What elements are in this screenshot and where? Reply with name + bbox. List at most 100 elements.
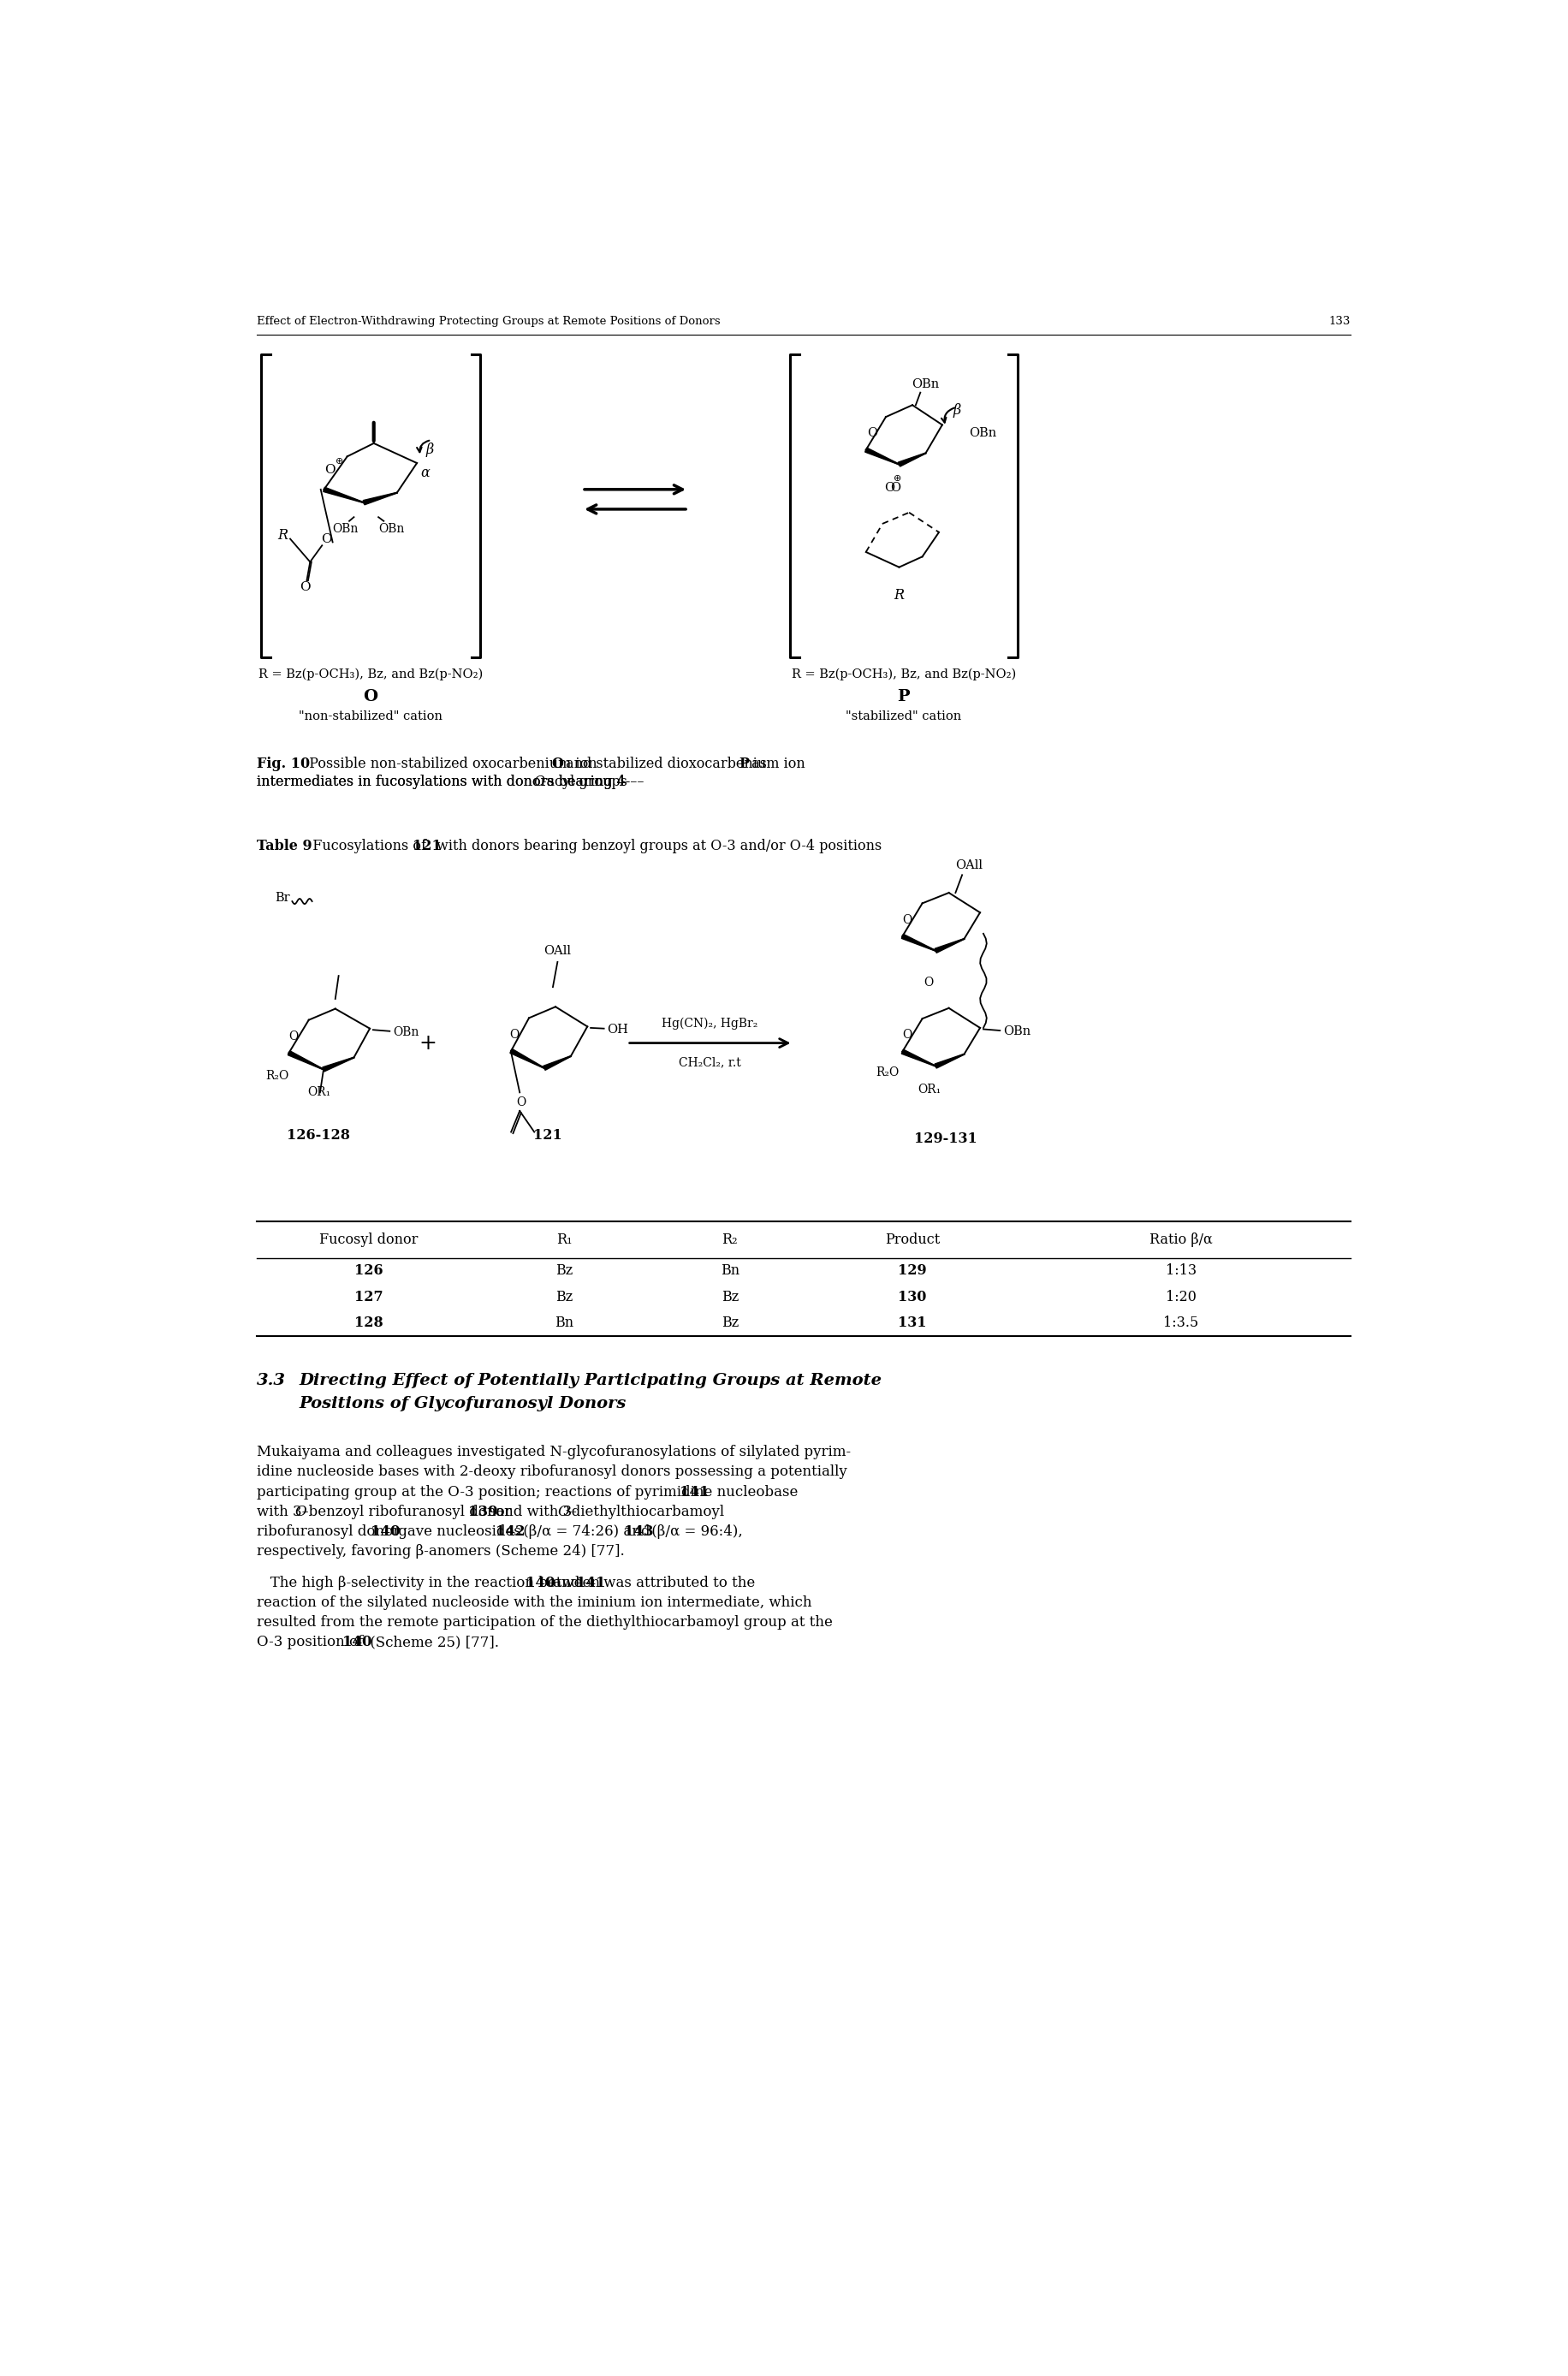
Polygon shape [323,1057,354,1072]
Text: O: O [321,532,332,544]
Text: O: O [924,977,935,988]
Text: OBn: OBn [394,1026,419,1038]
Text: 129-131: 129-131 [914,1131,977,1145]
Text: The high β-selectivity in the reaction between: The high β-selectivity in the reaction b… [256,1575,604,1590]
Text: R = Bz(p-OCH₃), Bz, and Bz(p-NO₂): R = Bz(p-OCH₃), Bz, and Bz(p-NO₂) [792,668,1016,680]
Text: ribofuranosyl donor: ribofuranosyl donor [256,1523,405,1540]
Text: P: P [897,689,909,706]
Text: β: β [953,404,961,418]
Text: and stabilized dioxocarbenium ion: and stabilized dioxocarbenium ion [561,756,809,770]
Text: OR₁: OR₁ [917,1083,941,1095]
Text: Effect of Electron-Withdrawing Protecting Groups at Remote Positions of Donors: Effect of Electron-Withdrawing Protectin… [256,316,720,328]
Text: 128: 128 [354,1316,383,1331]
Text: OBn: OBn [969,428,996,440]
Polygon shape [902,934,936,950]
Text: 3.3: 3.3 [256,1373,285,1388]
Text: O: O [891,482,902,494]
Text: 1:13: 1:13 [1165,1264,1196,1278]
Text: OAll: OAll [544,946,571,958]
Text: O: O [295,1504,307,1518]
Text: Bz: Bz [555,1264,572,1278]
Text: OBn: OBn [332,523,358,535]
Text: O: O [516,1095,525,1107]
Text: O: O [533,775,544,789]
Text: O: O [902,1029,913,1041]
Text: Bn: Bn [555,1316,574,1331]
Text: 141: 141 [577,1575,605,1590]
Text: respectively, favoring β-anomers (Scheme 24) [77].: respectively, favoring β-anomers (Scheme… [256,1544,624,1559]
Text: 1:20: 1:20 [1165,1290,1196,1304]
Text: 126-128: 126-128 [287,1129,350,1143]
Text: and: and [549,1575,585,1590]
Text: β: β [426,442,434,456]
Text: O: O [884,482,894,494]
Polygon shape [543,1055,571,1069]
Text: O: O [325,463,336,475]
Text: R₂O: R₂O [265,1069,289,1081]
Text: Fucosylations of: Fucosylations of [304,839,431,853]
Polygon shape [935,1055,964,1069]
Text: Directing Effect of Potentially Participating Groups at Remote: Directing Effect of Potentially Particip… [299,1373,883,1388]
Polygon shape [898,454,925,466]
Text: reaction of the silylated nucleoside with the iminium ion intermediate, which: reaction of the silylated nucleoside wit… [256,1594,811,1611]
Text: 129: 129 [898,1264,927,1278]
Text: was attributed to the: was attributed to the [599,1575,756,1590]
Text: O: O [510,1029,519,1041]
Text: 142: 142 [495,1523,525,1540]
Text: O: O [558,1504,569,1518]
Polygon shape [510,1048,544,1069]
Text: Positions of Glycofuranosyl Donors: Positions of Glycofuranosyl Donors [299,1395,627,1411]
Text: Mukaiyama and colleagues investigated N-glycofuranosylations of silylated pyrim-: Mukaiyama and colleagues investigated N-… [256,1445,850,1459]
Text: -diethylthiocarbamoyl: -diethylthiocarbamoyl [566,1504,724,1518]
Polygon shape [323,487,364,504]
Text: 139: 139 [469,1504,499,1518]
Text: ⊕: ⊕ [336,456,343,466]
Text: 140: 140 [525,1575,555,1590]
Text: 121: 121 [533,1129,561,1143]
Text: intermediates in fucosylations with donors bearing 4-––: intermediates in fucosylations with dono… [256,775,643,789]
Text: Fig. 10: Fig. 10 [256,756,309,770]
Text: OBn: OBn [379,523,405,535]
Text: OBn: OBn [1004,1024,1030,1038]
Text: ⊕: ⊕ [894,475,902,482]
Text: O: O [299,582,310,594]
Text: Bz: Bz [721,1290,739,1304]
Text: R: R [278,527,287,542]
Text: idine nucleoside bases with 2-deoxy ribofuranosyl donors possessing a potentiall: idine nucleoside bases with 2-deoxy ribo… [256,1466,847,1480]
Text: O: O [552,756,563,770]
Text: O-3 position of: O-3 position of [256,1635,367,1649]
Text: Possible non-stabilized oxocarbenium ion: Possible non-stabilized oxocarbenium ion [301,756,602,770]
Text: R: R [894,587,905,601]
Text: Bz: Bz [721,1316,739,1331]
Text: R₂O: R₂O [877,1067,898,1079]
Text: CH₂Cl₂, r.t: CH₂Cl₂, r.t [679,1057,742,1069]
Text: with donors bearing benzoyl groups at O-3 and/or O-4 positions: with donors bearing benzoyl groups at O-… [433,839,881,853]
Text: 127: 127 [354,1290,383,1304]
Text: OH: OH [607,1024,629,1036]
Text: -acyl groups: -acyl groups [541,775,627,789]
Text: gave nucleosides: gave nucleosides [394,1523,525,1540]
Text: (Scheme 25) [77].: (Scheme 25) [77]. [365,1635,499,1649]
Text: O: O [867,428,878,440]
Text: Table 9: Table 9 [256,839,312,853]
Text: as: as [748,756,767,770]
Text: Bn: Bn [721,1264,740,1278]
Text: Product: Product [884,1233,939,1247]
Text: 1:3.5: 1:3.5 [1163,1316,1198,1331]
Text: intermediates in fucosylations with donors bearing 4-: intermediates in fucosylations with dono… [256,775,630,789]
Text: (β/α = 74:26) and: (β/α = 74:26) and [519,1523,655,1540]
Text: R₁: R₁ [557,1233,572,1247]
Text: (β/α = 96:4),: (β/α = 96:4), [648,1523,743,1540]
Text: R = Bz(p-OCH₃), Bz, and Bz(p-NO₂): R = Bz(p-OCH₃), Bz, and Bz(p-NO₂) [259,668,483,680]
Text: Br: Br [274,891,290,903]
Text: 133: 133 [1330,316,1352,328]
Text: 131: 131 [898,1316,927,1331]
Text: O: O [902,915,913,927]
Text: OAll: OAll [955,860,983,872]
Text: R₂: R₂ [721,1233,739,1247]
Text: Fucosyl donor: Fucosyl donor [320,1233,417,1247]
Text: Bz: Bz [555,1290,572,1304]
Text: "stabilized" cation: "stabilized" cation [845,710,961,722]
Text: 143: 143 [624,1523,654,1540]
Polygon shape [289,1050,323,1069]
